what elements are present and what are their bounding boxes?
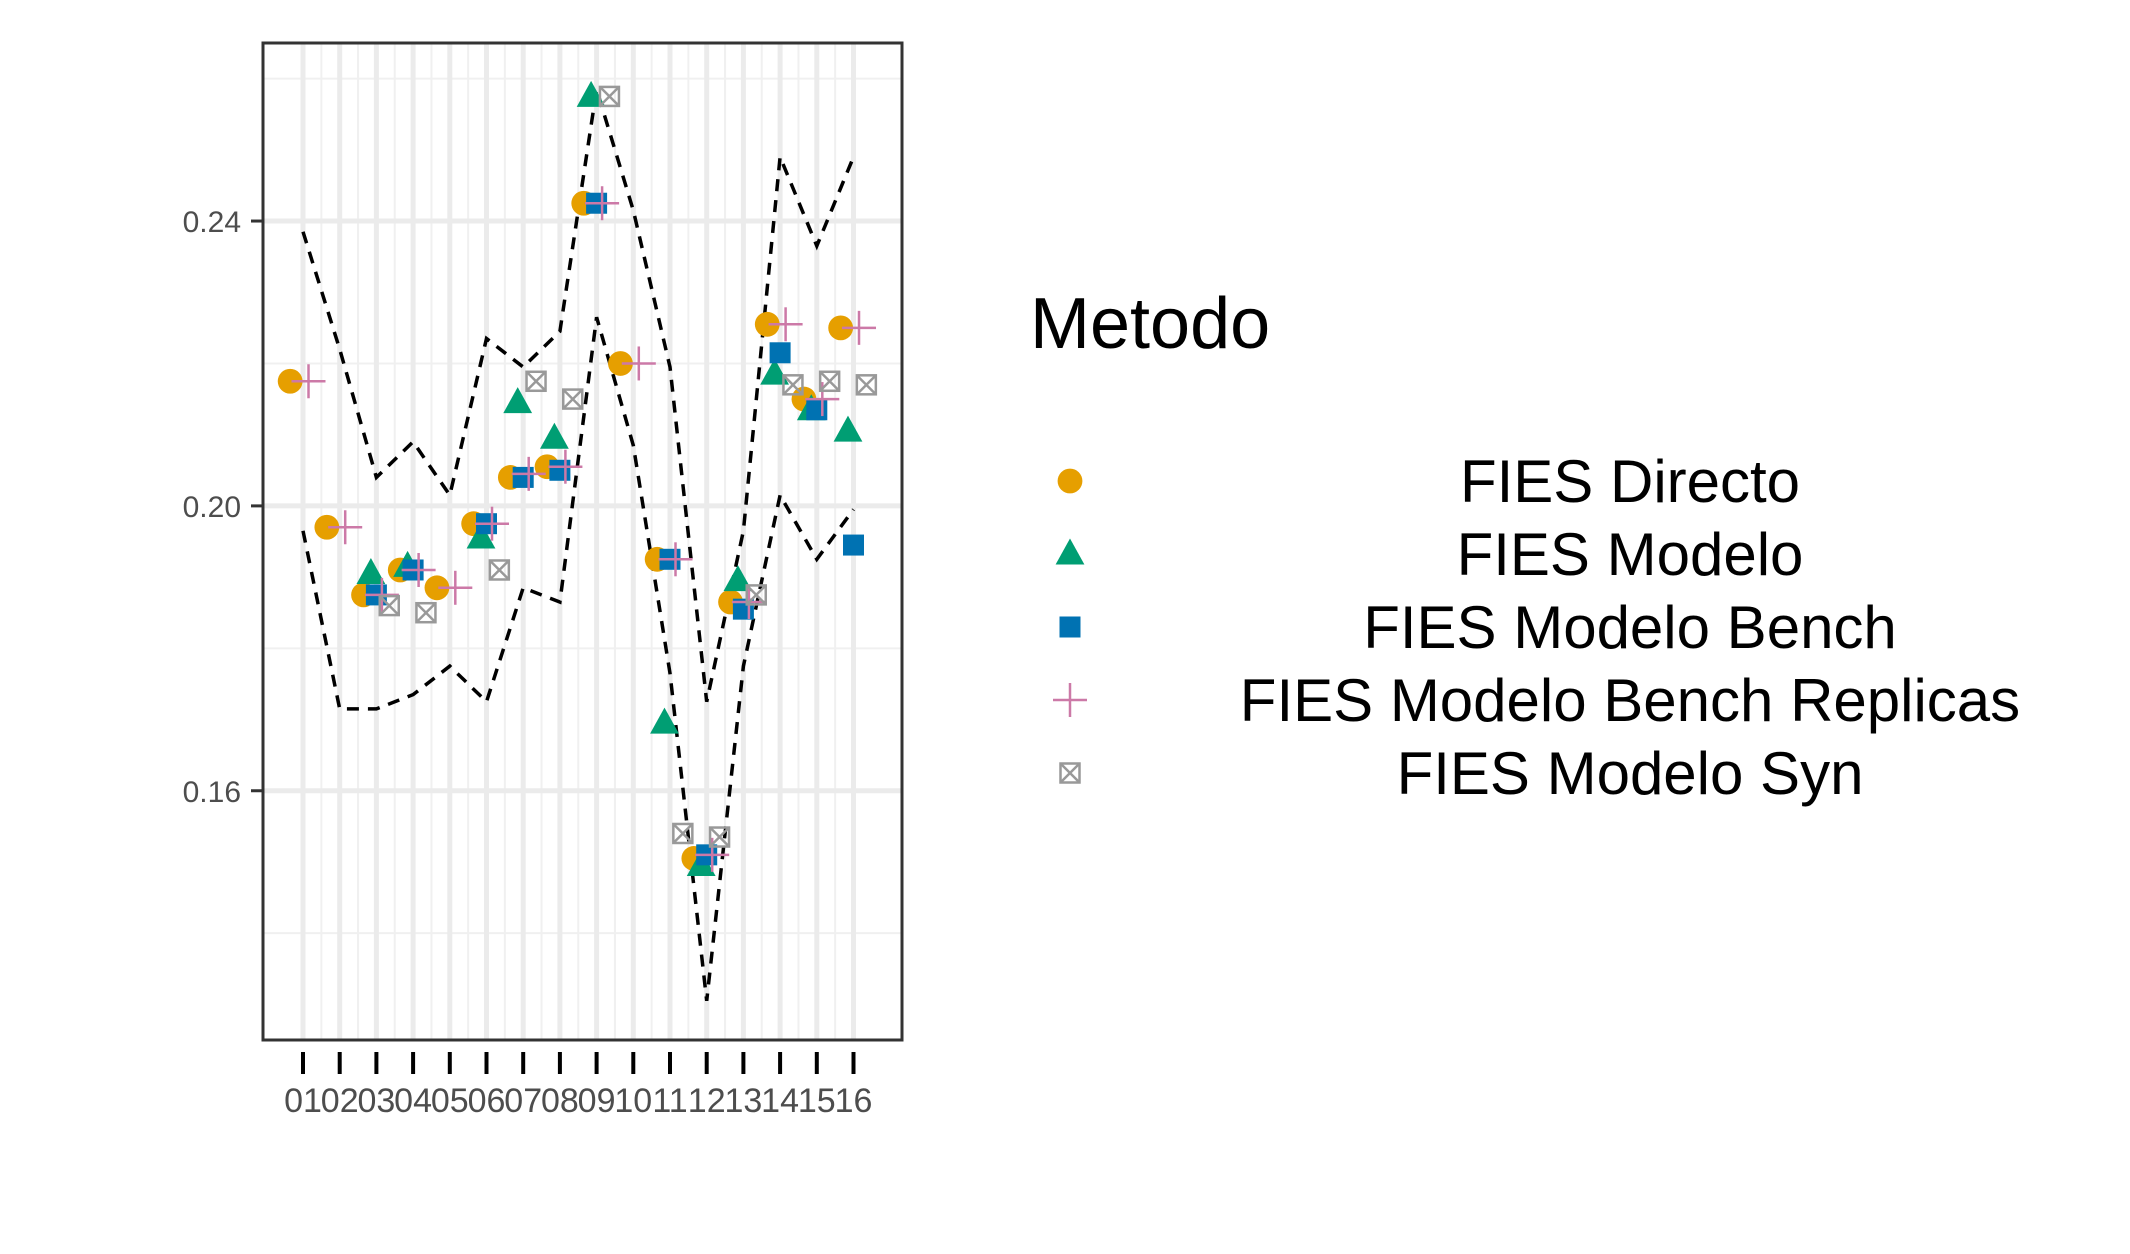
data-point [621, 346, 656, 381]
data-point [708, 826, 731, 848]
x-tick-label: 06 [468, 1082, 506, 1120]
data-point [277, 368, 303, 394]
data-point [314, 514, 340, 540]
legend-key [1059, 616, 1081, 638]
x-tick-label: 05 [431, 1082, 469, 1120]
legend-label: FIES Modelo [1457, 521, 1804, 588]
data-point [754, 311, 780, 337]
data-point [328, 510, 363, 545]
data-point [378, 594, 400, 617]
data-point [548, 449, 583, 484]
data-point [833, 415, 863, 442]
legend-item: FIES Directo [1057, 448, 1800, 515]
data-point [466, 522, 496, 549]
legend-label: FIES Modelo Syn [1397, 740, 1864, 807]
legend-label: FIES Modelo Bench [1363, 594, 1897, 661]
data-point [488, 559, 511, 581]
data-point [672, 822, 694, 845]
data-point [598, 85, 621, 108]
data-point [608, 351, 633, 376]
data-point [806, 399, 828, 421]
data-point [512, 466, 534, 488]
data-point [438, 570, 473, 605]
data-point [401, 552, 436, 587]
data-point [424, 575, 450, 601]
legend-item: FIES Modelo [1055, 521, 1804, 588]
legend-title: Metodo [1030, 284, 1270, 364]
x-tick-label: 10 [614, 1082, 652, 1120]
data-point [503, 387, 533, 414]
x-tick-label: 15 [798, 1082, 836, 1120]
data-point [291, 364, 326, 399]
x-tick-label: 04 [394, 1082, 432, 1120]
data-point [561, 388, 584, 410]
x-tick-label: 12 [688, 1082, 726, 1120]
legend-key [1059, 762, 1081, 784]
data-point [415, 601, 437, 624]
data-point [843, 534, 864, 556]
data-point [511, 456, 546, 491]
x-tick-label: 02 [321, 1082, 359, 1120]
legend-label: FIES Modelo Bench Replicas [1240, 667, 2020, 734]
legend-label: FIES Directo [1460, 448, 1800, 515]
data-point [782, 374, 804, 396]
series-fies-modelo-syn [378, 85, 878, 848]
confidence-bounds [301, 88, 856, 1002]
legend-key [1053, 683, 1087, 717]
data-point [650, 707, 679, 734]
x-tick-label: 11 [652, 1082, 687, 1120]
y-tick-label: 0.24 [183, 206, 241, 239]
data-point [576, 80, 606, 107]
data-points [277, 80, 878, 877]
x-tick-label: 01 [284, 1082, 322, 1120]
data-point [549, 459, 571, 481]
x-tick-label: 09 [578, 1082, 616, 1120]
data-point [760, 358, 789, 385]
x-tick-label: 16 [835, 1082, 873, 1120]
data-point [356, 558, 386, 585]
legend-key [1055, 538, 1085, 565]
legend-item: FIES Modelo Bench Replicas [1053, 667, 2020, 734]
data-point [818, 370, 841, 393]
legend-item: FIES Modelo Syn [1059, 740, 1864, 807]
data-point [828, 315, 854, 341]
data-point [842, 310, 877, 345]
data-point [539, 422, 569, 449]
legend-item: FIES Modelo Bench [1059, 594, 1897, 661]
x-tick-label: 14 [761, 1082, 799, 1120]
data-point [475, 506, 510, 541]
data-point [745, 584, 767, 606]
data-point [855, 374, 878, 396]
data-point [769, 342, 791, 364]
y-tick-label: 0.20 [183, 491, 241, 524]
y-axis: 0.16 0.20 0.24 [183, 206, 263, 809]
x-tick-label: 13 [724, 1082, 762, 1120]
data-point [525, 370, 547, 393]
upper-bound-line [301, 88, 856, 703]
x-tick-label: 08 [541, 1082, 579, 1120]
x-tick-label: 03 [357, 1082, 395, 1120]
panel-border [261, 41, 904, 1042]
lower-bound-line [301, 316, 855, 1002]
y-tick-label: 0.16 [183, 776, 241, 809]
data-point [585, 186, 620, 221]
data-point [723, 565, 753, 592]
x-tick-label: 07 [504, 1082, 542, 1120]
data-point [768, 307, 803, 342]
legend-key [1057, 468, 1083, 494]
data-point [658, 542, 693, 577]
